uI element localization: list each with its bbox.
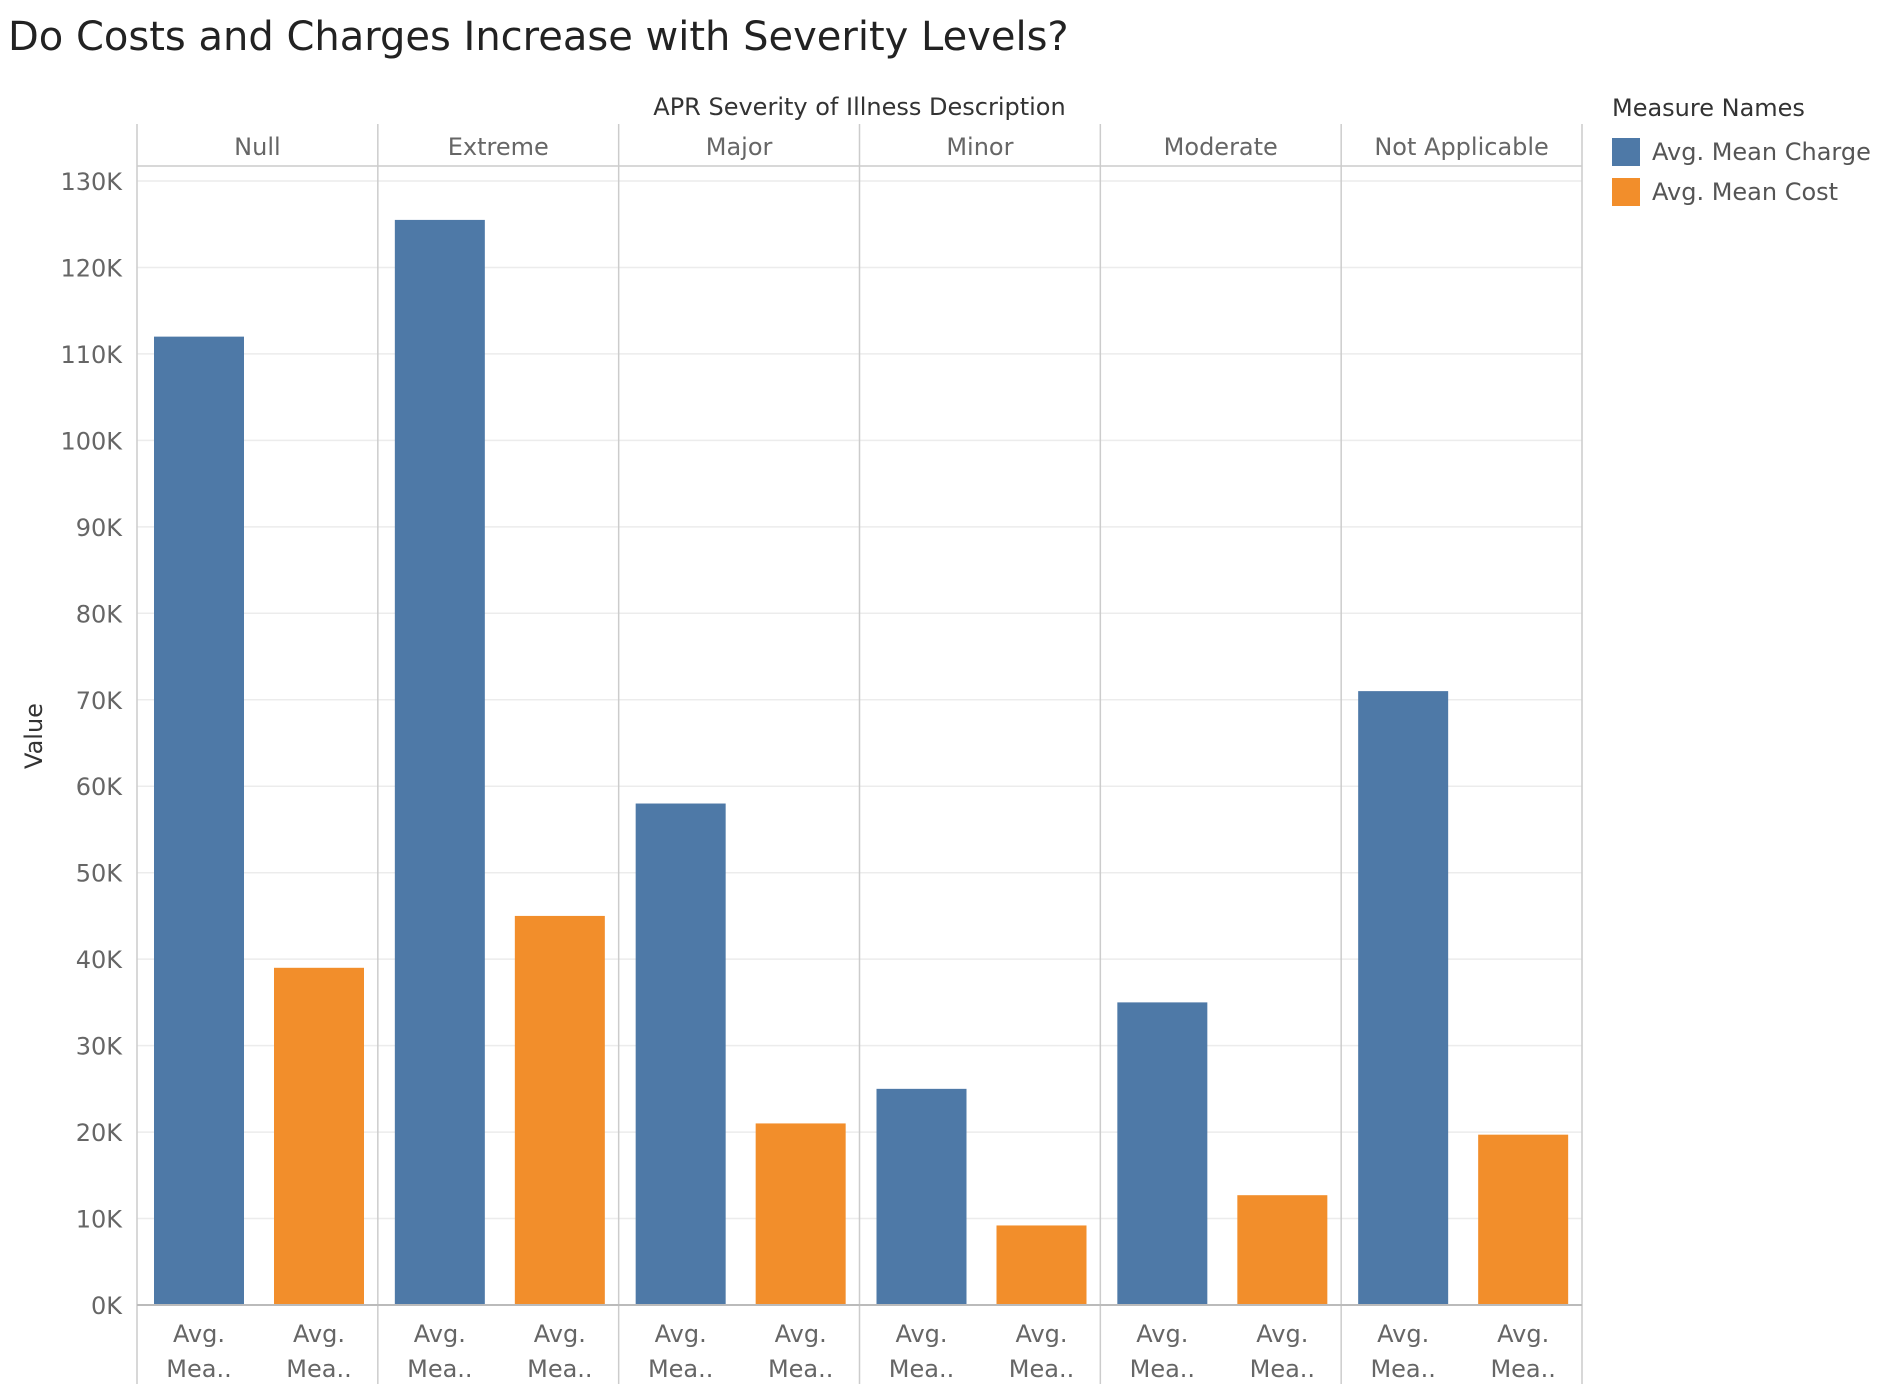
x-tick-label: Mea.. — [407, 1355, 472, 1383]
y-tick-label: 70K — [76, 687, 124, 715]
bar-mean-cost — [274, 967, 364, 1305]
bar-mean-charge — [635, 803, 726, 1305]
x-tick-label: Avg. — [414, 1320, 466, 1348]
bar-mean-cost — [1237, 1195, 1328, 1305]
y-tick-label: 80K — [76, 600, 124, 628]
legend-item-mean-cost[interactable]: Avg. Mean Cost — [1612, 172, 1871, 212]
y-tick-label: 90K — [76, 514, 124, 542]
x-tick-label: Mea.. — [1009, 1355, 1074, 1383]
x-tick-label: Avg. — [534, 1320, 586, 1348]
bar-mean-charge — [876, 1088, 967, 1305]
y-tick-label: 50K — [76, 860, 124, 888]
x-tick-label: Avg. — [1497, 1320, 1549, 1348]
category-header-label: Minor — [946, 133, 1013, 161]
y-tick-label: 30K — [76, 1033, 124, 1061]
legend: Measure Names Avg. Mean Charge Avg. Mean… — [1612, 94, 1871, 212]
x-tick-label: Avg. — [1377, 1320, 1429, 1348]
x-tick-label: Mea.. — [648, 1355, 713, 1383]
x-tick-label: Mea.. — [1130, 1355, 1195, 1383]
x-tick-label: Avg. — [1136, 1320, 1188, 1348]
category-header-label: Extreme — [448, 133, 549, 161]
bar-mean-charge — [1358, 691, 1449, 1305]
bar-mean-cost — [1478, 1134, 1569, 1305]
bar-mean-charge — [394, 219, 485, 1305]
legend-swatch-mean-cost — [1612, 178, 1640, 206]
bar-mean-cost — [996, 1225, 1087, 1305]
x-tick-label: Mea.. — [1490, 1355, 1555, 1383]
y-tick-label: 60K — [76, 773, 124, 801]
legend-label-mean-charge: Avg. Mean Charge — [1652, 138, 1871, 166]
x-tick-label: Mea.. — [527, 1355, 592, 1383]
x-tick-label: Avg. — [1256, 1320, 1308, 1348]
bar-mean-charge — [1117, 1002, 1208, 1305]
category-header-label: Null — [234, 133, 281, 161]
y-tick-label: 110K — [60, 341, 123, 369]
x-tick-label: Avg. — [173, 1320, 225, 1348]
y-tick-label: 130K — [60, 168, 123, 196]
column-header-label: APR Severity of Illness Description — [653, 93, 1065, 121]
x-tick-label: Mea.. — [1250, 1355, 1315, 1383]
y-axis-label: Value — [20, 703, 48, 769]
category-header-label: Moderate — [1164, 133, 1278, 161]
x-tick-label: Avg. — [293, 1320, 345, 1348]
y-tick-label: 120K — [60, 254, 123, 282]
y-tick-label: 20K — [76, 1119, 124, 1147]
x-tick-label: Avg. — [1015, 1320, 1067, 1348]
x-tick-label: Avg. — [775, 1320, 827, 1348]
chart-title: Do Costs and Charges Increase with Sever… — [8, 14, 1069, 60]
x-tick-label: Avg. — [895, 1320, 947, 1348]
legend-label-mean-cost: Avg. Mean Cost — [1652, 178, 1839, 206]
category-header-label: Major — [706, 133, 773, 161]
x-tick-label: Mea.. — [166, 1355, 231, 1383]
x-tick-label: Mea.. — [889, 1355, 954, 1383]
y-tick-label: 100K — [60, 427, 123, 455]
legend-title: Measure Names — [1612, 94, 1805, 122]
bar-mean-charge — [154, 336, 244, 1306]
x-tick-label: Mea.. — [286, 1355, 351, 1383]
y-tick-label: 10K — [76, 1206, 124, 1234]
bar-mean-cost — [755, 1123, 846, 1305]
legend-swatch-mean-charge — [1612, 138, 1640, 166]
x-tick-label: Avg. — [655, 1320, 707, 1348]
bar-mean-cost — [514, 915, 605, 1305]
x-tick-label: Mea.. — [1370, 1355, 1435, 1383]
legend-item-mean-charge[interactable]: Avg. Mean Charge — [1612, 132, 1871, 172]
category-header-label: Not Applicable — [1374, 133, 1548, 161]
y-tick-label: 40K — [76, 946, 124, 974]
x-tick-label: Mea.. — [768, 1355, 833, 1383]
y-tick-label: 0K — [91, 1292, 123, 1320]
